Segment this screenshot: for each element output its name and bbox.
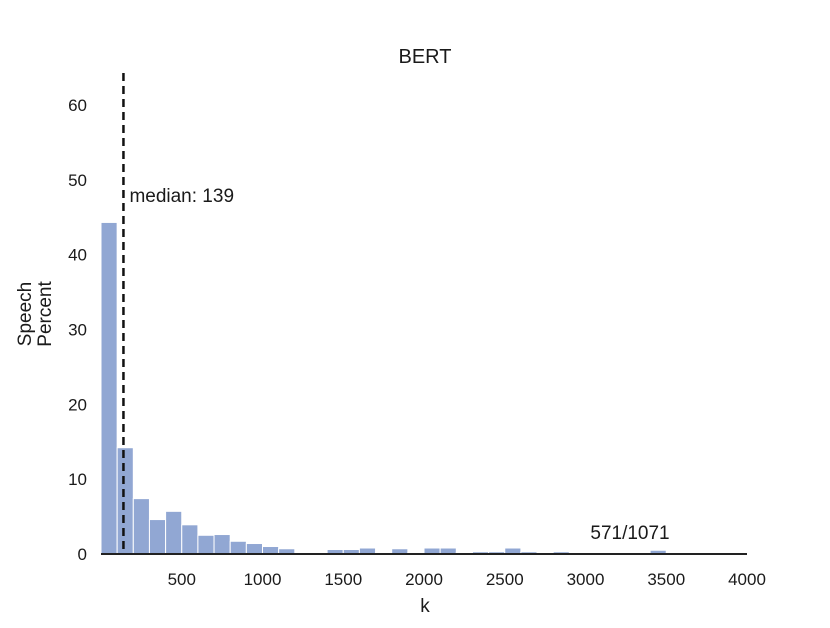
histogram-bar <box>213 534 231 555</box>
y-tick-label: 10 <box>68 470 87 489</box>
histogram-bar <box>165 510 183 555</box>
x-tick-label: 3500 <box>647 570 685 589</box>
y-tick-label: 60 <box>68 96 87 115</box>
histogram-bar <box>262 546 280 555</box>
histogram-bar <box>100 221 118 555</box>
x-tick-label: 3000 <box>567 570 605 589</box>
y-axis-label-line-1: Speech <box>15 282 36 346</box>
histogram-bar <box>116 447 134 555</box>
bars-layer <box>100 221 748 555</box>
histogram-bar <box>229 540 247 555</box>
median-label: median: 139 <box>129 186 234 207</box>
y-axis-label-line-2: Percent <box>35 281 56 347</box>
y-axis-label: Speech Percent <box>15 281 56 347</box>
histogram-bar <box>197 534 215 555</box>
y-tick-label: 40 <box>68 246 87 265</box>
histogram-bar <box>148 519 167 555</box>
y-tick-labels: 0 10 20 30 40 50 60 <box>68 96 87 564</box>
count-annotation: 571/1071 <box>590 523 669 544</box>
x-tick-label: 4000 <box>728 570 766 589</box>
histogram-bar <box>181 524 199 555</box>
histogram-bar <box>132 498 150 555</box>
x-axis-label: k <box>420 596 430 617</box>
x-tick-label: 2500 <box>486 570 524 589</box>
y-tick-label: 0 <box>78 545 87 564</box>
x-tick-labels: 500 1000 1500 2000 2500 3000 3500 4000 <box>168 570 766 589</box>
y-tick-label: 20 <box>68 395 87 414</box>
x-tick-label: 2000 <box>405 570 443 589</box>
x-tick-label: 1500 <box>324 570 362 589</box>
y-tick-label: 50 <box>68 171 87 190</box>
chart-title: BERT <box>399 46 452 68</box>
x-tick-label: 500 <box>168 570 196 589</box>
y-tick-label: 30 <box>68 320 87 339</box>
histogram-bar <box>245 543 264 555</box>
x-tick-label: 1000 <box>244 570 282 589</box>
